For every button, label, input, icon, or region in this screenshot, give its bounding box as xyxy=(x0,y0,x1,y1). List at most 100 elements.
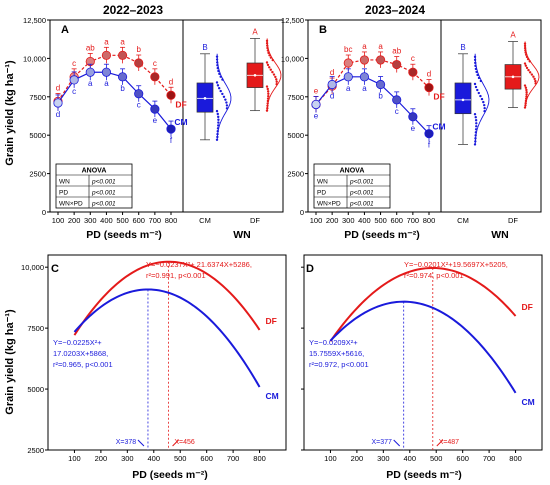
jitter-point xyxy=(523,106,527,109)
jitter-point xyxy=(473,143,477,146)
fit-curve-df xyxy=(73,260,261,336)
jitter-point xyxy=(476,88,479,92)
x-tick-label: 800 xyxy=(509,454,522,463)
x-tick-label: 100 xyxy=(52,216,65,225)
y-tick-label: 0 xyxy=(300,208,304,217)
box-mean xyxy=(203,97,207,100)
equation-line-cm: r²=0.972, p<0.001 xyxy=(309,360,369,369)
jitter-point xyxy=(266,63,270,67)
data-point-df xyxy=(343,58,353,68)
jitter-point xyxy=(523,84,527,87)
x-tick-label: 400 xyxy=(358,216,371,225)
y-tick-label: 2500 xyxy=(27,446,44,455)
x-tick-label: 400 xyxy=(100,216,113,225)
significance-letter: c xyxy=(411,54,415,63)
data-point-df xyxy=(134,58,144,68)
jitter-point xyxy=(483,109,486,113)
jitter-point xyxy=(524,53,528,56)
panel-b: 0 2500 5000 7500 10,000 12,500 100 200 300 400 500… xyxy=(281,16,542,225)
jitter-point xyxy=(219,75,222,78)
jitter-point xyxy=(266,90,270,93)
jitter-point xyxy=(216,127,220,130)
series-label-df: DF xyxy=(266,316,277,326)
jitter-point xyxy=(266,87,269,91)
jitter-point xyxy=(530,73,534,76)
jitter-point xyxy=(267,51,270,55)
data-point-cm xyxy=(311,99,321,110)
jitter-point xyxy=(265,85,269,88)
data-point-df xyxy=(408,67,418,77)
anova-factor: WN xyxy=(59,178,70,185)
jitter-point xyxy=(473,113,477,116)
jitter-point xyxy=(525,95,528,98)
jitter-point xyxy=(524,86,528,89)
optimum-arrow xyxy=(436,439,444,447)
jitter-point xyxy=(483,103,486,107)
significance-letter: c xyxy=(153,59,157,68)
x-tick-label: 800 xyxy=(165,216,178,225)
y-tick-label: 5000 xyxy=(27,385,44,394)
jitter-point xyxy=(265,61,269,64)
data-point-cm xyxy=(343,72,353,82)
plot-frame xyxy=(47,254,287,451)
y-tick-label: 5000 xyxy=(287,131,304,140)
significance-letter: d xyxy=(427,70,431,79)
jitter-point xyxy=(266,99,270,103)
jitter-point xyxy=(525,66,529,70)
optimum-label: X=378 xyxy=(116,439,137,446)
jitter-point xyxy=(474,64,477,68)
jitter-point xyxy=(217,121,220,124)
x-tick-label: 200 xyxy=(68,216,81,225)
significance-letter: e xyxy=(411,124,416,133)
jitter-point xyxy=(525,93,528,96)
significance-letter: a xyxy=(378,42,383,51)
optimum-arrow xyxy=(172,439,179,447)
jitter-point xyxy=(532,75,535,78)
significance-letter: c xyxy=(395,107,399,116)
jitter-point xyxy=(225,104,229,107)
significance-letter: b xyxy=(378,92,383,101)
y-tick-label: 0 xyxy=(42,208,46,217)
anova-factor: WN xyxy=(317,178,328,185)
y-tick-label: 10,000 xyxy=(23,54,46,63)
data-point-cm xyxy=(150,104,160,114)
significance-letter: a xyxy=(88,79,93,88)
jitter-point xyxy=(524,99,528,103)
jitter-point xyxy=(265,109,269,112)
y-tick-label: 2500 xyxy=(287,170,304,179)
y-axis-label-top: Grain yield (kg ha⁻¹) xyxy=(4,60,16,166)
significance-letter: a xyxy=(362,84,367,93)
panel-b-title: 2023–2024 xyxy=(365,3,425,17)
x-tick-label: 700 xyxy=(227,454,240,463)
jitter-point xyxy=(268,54,271,57)
anova-pvalue: p<0.001 xyxy=(349,178,374,185)
y-tick-label: 10,000 xyxy=(21,263,44,272)
data-point-df xyxy=(375,55,386,65)
x-tick-label: 300 xyxy=(121,454,134,463)
panel-a-letter: A xyxy=(61,24,69,36)
jitter-point xyxy=(474,134,477,137)
jitter-point xyxy=(216,66,219,70)
optimum-label: X=456 xyxy=(174,439,195,446)
panel-d: 100 200 300 400 500 600 700 800 DF X=487 Y=−0.0201… xyxy=(301,254,543,463)
significance-letter: a xyxy=(120,37,125,46)
anova-title: ANOVA xyxy=(82,168,107,175)
jitter-point xyxy=(524,104,527,107)
jitter-point xyxy=(479,94,482,98)
x-tick-label: 200 xyxy=(351,454,364,463)
jitter-point xyxy=(266,97,270,100)
box-letter: B xyxy=(460,43,465,52)
significance-letter: c xyxy=(137,101,141,110)
significance-letter: e xyxy=(314,86,319,95)
jitter-point xyxy=(266,44,269,47)
significance-letter: c xyxy=(72,87,76,96)
jitter-point xyxy=(533,77,536,81)
jitter-point xyxy=(534,79,537,83)
plot-frame xyxy=(303,254,543,451)
jitter-point xyxy=(474,85,478,89)
data-point-cm xyxy=(327,79,337,90)
jitter-point xyxy=(474,119,478,122)
jitter-point xyxy=(524,51,527,54)
jitter-point xyxy=(483,106,486,110)
x-tick-label: 700 xyxy=(483,454,496,463)
